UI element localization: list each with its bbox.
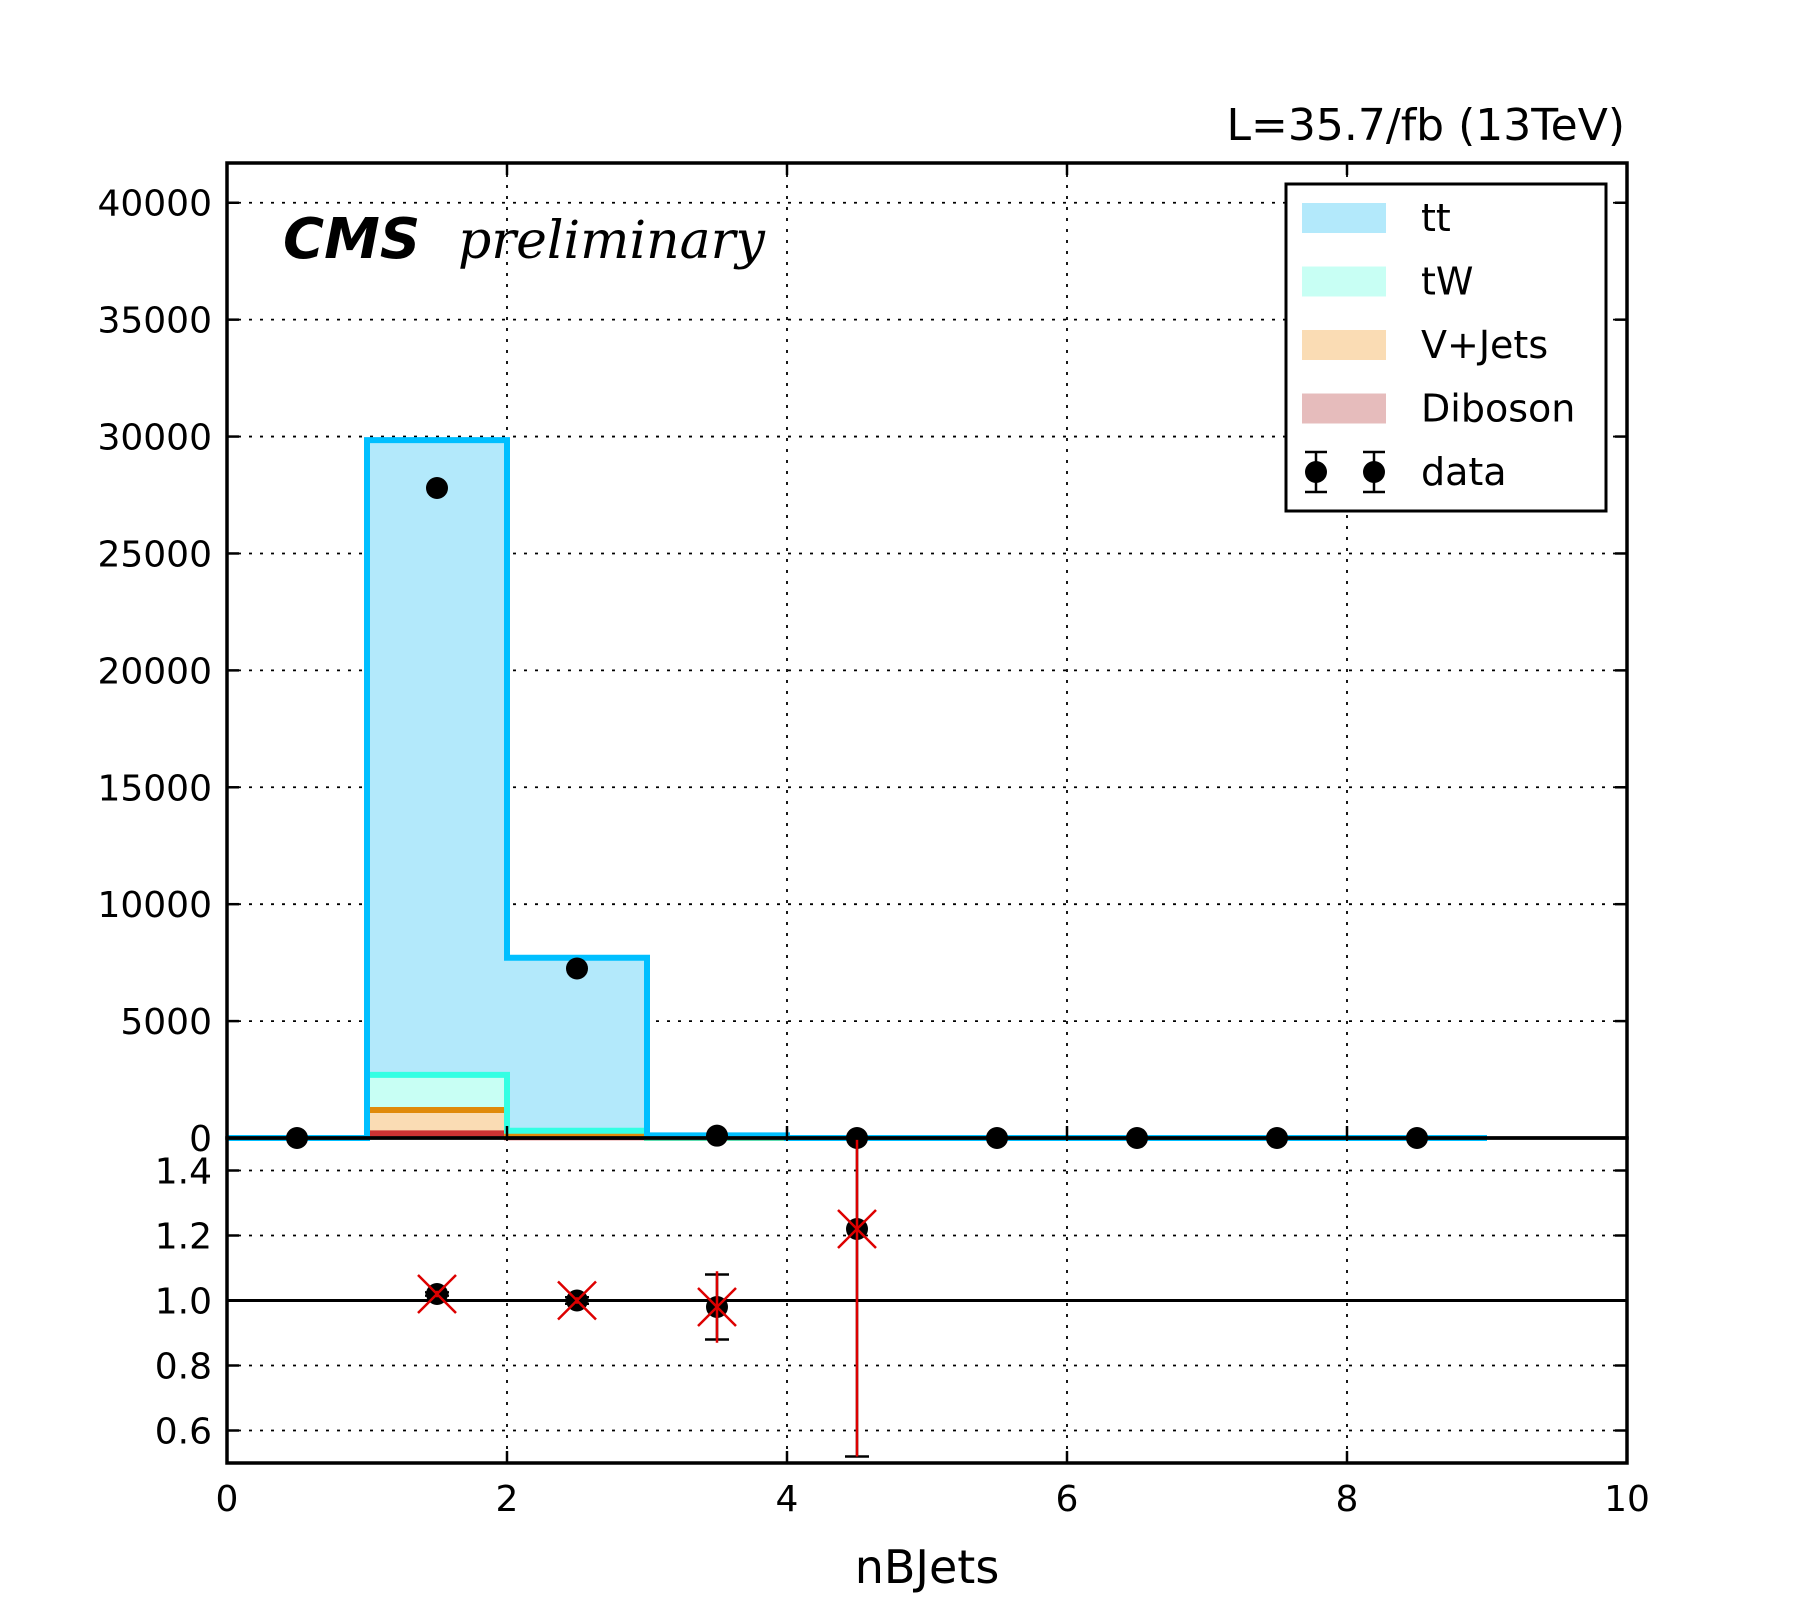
stack-bar-tt bbox=[367, 440, 507, 1075]
luminosity-label: L=35.7/fb (13TeV) bbox=[1227, 100, 1625, 151]
legend: tt tW V+Jets Diboson data bbox=[1284, 182, 1608, 513]
legend-label: V+Jets bbox=[1421, 323, 1548, 367]
stack-fills bbox=[367, 440, 787, 1138]
ratio-y-tick-label: 0.8 bbox=[155, 1347, 212, 1388]
stack-bar-tw bbox=[367, 1074, 507, 1110]
x-axis-label: nBJets bbox=[855, 1540, 1000, 1594]
main-y-tick-label: 10000 bbox=[97, 885, 212, 926]
legend-swatch bbox=[1302, 266, 1386, 297]
x-tick-label: 2 bbox=[496, 1479, 519, 1520]
ratio-mc-marker bbox=[557, 1280, 597, 1321]
ratio-panel-frame bbox=[225, 1136, 1629, 1465]
legend-marker-dot bbox=[1305, 461, 1327, 483]
ratio-y-ticks: 0.6 0.8 1.0 1.2 1.4 bbox=[155, 1152, 1627, 1453]
preliminary-label: preliminary bbox=[458, 211, 765, 271]
main-y-ticks: 0 5000 10000 15000 20000 25000 30000 35000 40000 bbox=[97, 184, 1627, 1160]
data-points bbox=[286, 477, 1428, 1149]
legend-label: Diboson bbox=[1421, 387, 1575, 431]
x-tick-label: 10 bbox=[1604, 1479, 1650, 1520]
ratio-points bbox=[417, 1136, 877, 1458]
cms-label: CMS bbox=[283, 207, 420, 272]
ratio-mc-marker bbox=[837, 1209, 877, 1249]
ratio-mc-marker bbox=[697, 1287, 737, 1327]
main-y-tick-label: 0 bbox=[189, 1119, 212, 1160]
x-tick-label: 0 bbox=[216, 1479, 239, 1520]
x-tick-label: 4 bbox=[776, 1479, 799, 1520]
ratio-y-tick-label: 1.4 bbox=[155, 1152, 212, 1193]
legend-swatch bbox=[1302, 393, 1386, 424]
x-tick-label: 8 bbox=[1336, 1479, 1359, 1520]
stack-bar-v-jets bbox=[367, 1109, 507, 1134]
legend-label: data bbox=[1421, 450, 1507, 494]
main-y-tick-label: 15000 bbox=[97, 768, 212, 809]
main-y-tick-label: 25000 bbox=[97, 534, 212, 575]
x-tick-label: 6 bbox=[1056, 1479, 1079, 1520]
x-ticks: 0 2 4 6 8 10 bbox=[216, 163, 1650, 1520]
main-y-tick-label: 35000 bbox=[97, 301, 212, 342]
ratio-y-tick-label: 1.2 bbox=[155, 1217, 212, 1258]
ratio-mc-marker bbox=[417, 1274, 457, 1314]
legend-swatch bbox=[1302, 330, 1386, 360]
stack-bar-tt bbox=[507, 957, 647, 1131]
legend-swatch bbox=[1302, 203, 1386, 233]
main-y-tick-label: 5000 bbox=[120, 1002, 212, 1043]
legend-label: tW bbox=[1421, 260, 1473, 304]
data-point bbox=[426, 477, 448, 499]
main-y-tick-label: 40000 bbox=[97, 184, 212, 225]
legend-label: tt bbox=[1421, 196, 1451, 240]
data-point bbox=[706, 1124, 728, 1147]
data-point bbox=[566, 957, 588, 980]
main-y-tick-label: 20000 bbox=[97, 651, 212, 692]
ratio-y-tick-label: 1.0 bbox=[155, 1282, 212, 1323]
ratio-y-tick-label: 0.6 bbox=[155, 1412, 212, 1453]
ratio-grid bbox=[227, 1138, 1627, 1463]
main-y-tick-label: 30000 bbox=[97, 418, 212, 459]
legend-marker-dot bbox=[1363, 461, 1385, 483]
